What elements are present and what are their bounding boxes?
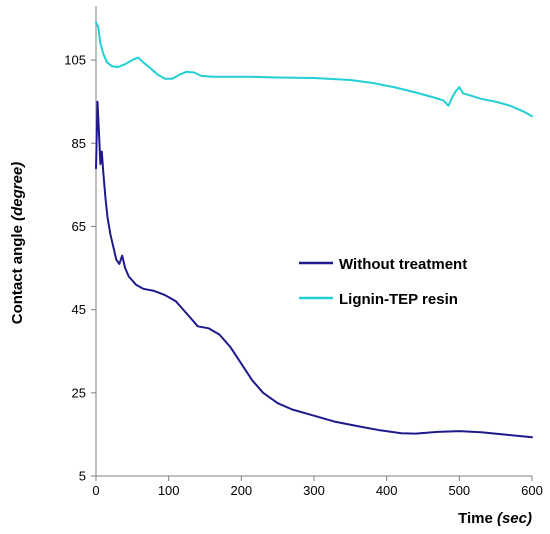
- y-tick-label: 105: [64, 53, 86, 68]
- series-line-without-treatment: [95, 100, 533, 439]
- y-axis-label: Contact angle (degree): [9, 162, 26, 325]
- x-tick-label: 500: [448, 483, 470, 498]
- x-tick-label: 300: [303, 483, 325, 498]
- series-line-lignin-tep-resin: [95, 21, 533, 118]
- x-tick-label: 200: [230, 483, 252, 498]
- y-ticks: 5 25 45 65 85 105: [64, 53, 96, 484]
- legend: Without treatment Lignin-TEP resin: [299, 256, 467, 308]
- x-axis-label: Time (sec): [458, 510, 532, 527]
- x-tick-label: 100: [158, 483, 180, 498]
- x-axis-label-unit: (sec): [497, 510, 532, 527]
- y-axis-label-unit: (degree): [9, 162, 26, 221]
- y-tick-label: 25: [72, 385, 86, 400]
- y-tick-label: 85: [72, 136, 86, 151]
- legend-label-without-treatment: Without treatment: [339, 256, 467, 273]
- y-axis-label-main: Contact angle: [9, 221, 26, 324]
- series-layer: [95, 21, 533, 439]
- y-tick-label: 65: [72, 219, 86, 234]
- x-tick-label: 0: [92, 483, 99, 498]
- y-tick-label: 45: [72, 302, 86, 317]
- legend-label-lignin-tep-resin: Lignin-TEP resin: [339, 291, 458, 308]
- x-tick-label: 600: [521, 483, 543, 498]
- y-tick-label: 5: [79, 469, 86, 484]
- x-tick-label: 400: [376, 483, 398, 498]
- x-ticks: 0 100 200 300 400 500 600: [92, 476, 543, 498]
- x-axis-label-main: Time: [458, 510, 497, 527]
